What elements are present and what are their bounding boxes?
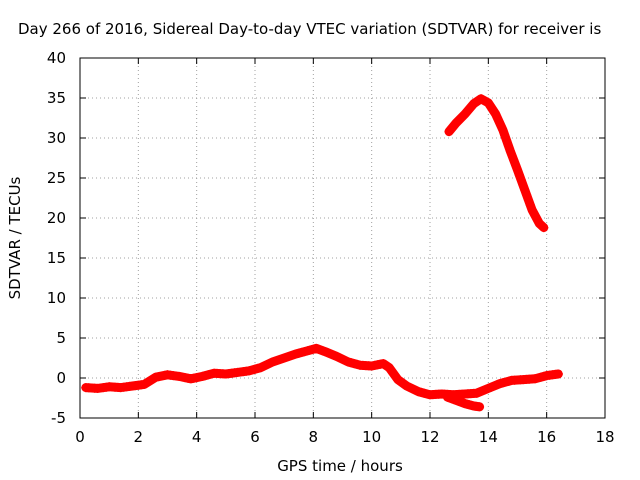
data-point [444, 127, 454, 137]
x-tick-label: 14 [479, 428, 498, 446]
series-sdtvar-lower-branch [443, 392, 485, 412]
plot-frame [79, 57, 606, 419]
data-point [313, 344, 323, 354]
data-series [81, 94, 563, 412]
data-point [523, 195, 533, 205]
data-point [496, 121, 506, 131]
data-point [318, 346, 328, 356]
data-point [539, 223, 549, 233]
chart-title: Day 266 of 2016, Sidereal Day-to-day VTE… [18, 20, 601, 38]
y-axis-label: SDTVAR / TECUs [6, 176, 24, 299]
data-point [456, 397, 466, 407]
x-tick-label: 8 [309, 428, 319, 446]
data-point [478, 95, 488, 105]
data-point [491, 109, 501, 119]
x-tick-label: 18 [595, 428, 614, 446]
data-point [476, 94, 486, 104]
data-point [516, 175, 526, 185]
data-point [513, 165, 522, 175]
grid [80, 58, 605, 418]
data-point [458, 398, 468, 408]
y-tick-label: 25 [47, 169, 66, 187]
data-point [509, 155, 519, 165]
data-point [445, 393, 455, 403]
data-point [507, 151, 517, 161]
axes: 0 2 4 6 8 10 12 14 16 18 -5 0 5 10 15 20 25 30 35 40 [47, 49, 615, 446]
data-point [553, 369, 563, 379]
data-point [453, 116, 463, 126]
data-point [448, 122, 458, 132]
data-point [316, 345, 326, 355]
x-tick-label: 0 [75, 428, 85, 446]
x-tick-label: 10 [362, 428, 381, 446]
data-point [475, 402, 485, 412]
data-point [458, 111, 468, 121]
data-point [449, 395, 459, 405]
data-point [502, 135, 512, 145]
data-point [311, 343, 321, 353]
y-tick-label: 10 [47, 289, 66, 307]
x-tick-label: 4 [192, 428, 202, 446]
data-point [520, 185, 530, 195]
series-sdtvar-high-arc [444, 94, 549, 233]
data-point [498, 125, 508, 135]
x-tick-label: 12 [420, 428, 439, 446]
y-tick-label: 40 [47, 49, 66, 67]
data-point [538, 222, 548, 232]
data-point [505, 146, 515, 156]
x-tick-label: 2 [134, 428, 144, 446]
y-tick-label: 5 [56, 329, 66, 347]
data-point [518, 180, 528, 190]
y-tick-label: 30 [47, 129, 66, 147]
data-point [443, 392, 452, 402]
data-point [383, 362, 393, 372]
data-point [511, 160, 521, 170]
y-tick-label: 35 [47, 89, 66, 107]
y-tick-label: 15 [47, 249, 66, 267]
data-point [453, 396, 463, 406]
y-tick-label: -5 [51, 409, 66, 427]
x-tick-label: 6 [250, 428, 260, 446]
y-tick-label: 20 [47, 209, 66, 227]
y-tick-label: 0 [56, 369, 66, 387]
data-point [500, 130, 510, 140]
data-point [537, 221, 547, 231]
data-point [503, 141, 513, 151]
data-point [492, 113, 502, 123]
data-point [514, 170, 524, 180]
x-axis-label: GPS time / hours [277, 457, 403, 475]
data-point [451, 395, 461, 405]
data-point [456, 113, 466, 123]
data-point [451, 118, 461, 128]
data-point [494, 117, 504, 127]
data-point [447, 394, 457, 404]
series-sdtvar-main [81, 343, 563, 400]
data-point [480, 96, 490, 106]
data-point [522, 190, 532, 200]
x-tick-label: 16 [537, 428, 556, 446]
data-point [525, 200, 535, 210]
data-point [449, 120, 459, 130]
data-point [399, 379, 409, 389]
data-point [446, 124, 456, 134]
data-point [482, 97, 492, 107]
